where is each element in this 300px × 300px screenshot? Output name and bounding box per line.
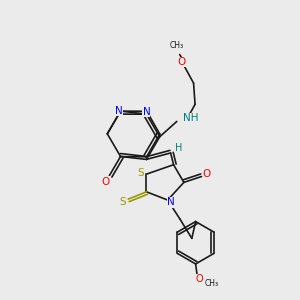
Text: N: N xyxy=(115,106,123,116)
Text: O: O xyxy=(102,176,110,187)
Text: N: N xyxy=(142,107,150,117)
Text: S: S xyxy=(120,197,126,207)
Text: CH₃: CH₃ xyxy=(169,41,184,50)
Text: CH₃: CH₃ xyxy=(205,279,219,288)
Text: O: O xyxy=(178,57,186,67)
Text: N: N xyxy=(167,197,175,207)
Text: O: O xyxy=(195,274,203,284)
Text: S: S xyxy=(138,168,145,178)
Text: H: H xyxy=(175,142,182,153)
Text: O: O xyxy=(203,169,211,179)
Text: NH: NH xyxy=(183,113,199,124)
